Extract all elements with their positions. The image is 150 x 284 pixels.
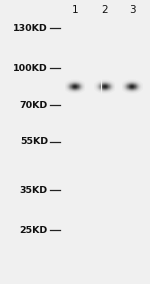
Text: 3: 3: [129, 5, 135, 15]
Text: 70KD: 70KD: [20, 101, 48, 110]
Text: 25KD: 25KD: [20, 225, 48, 235]
Text: 35KD: 35KD: [20, 186, 48, 195]
Text: 55KD: 55KD: [20, 137, 48, 147]
Text: 1: 1: [72, 5, 78, 15]
Text: 100KD: 100KD: [13, 64, 48, 73]
Text: 130KD: 130KD: [13, 24, 48, 33]
Text: 2: 2: [102, 5, 108, 15]
